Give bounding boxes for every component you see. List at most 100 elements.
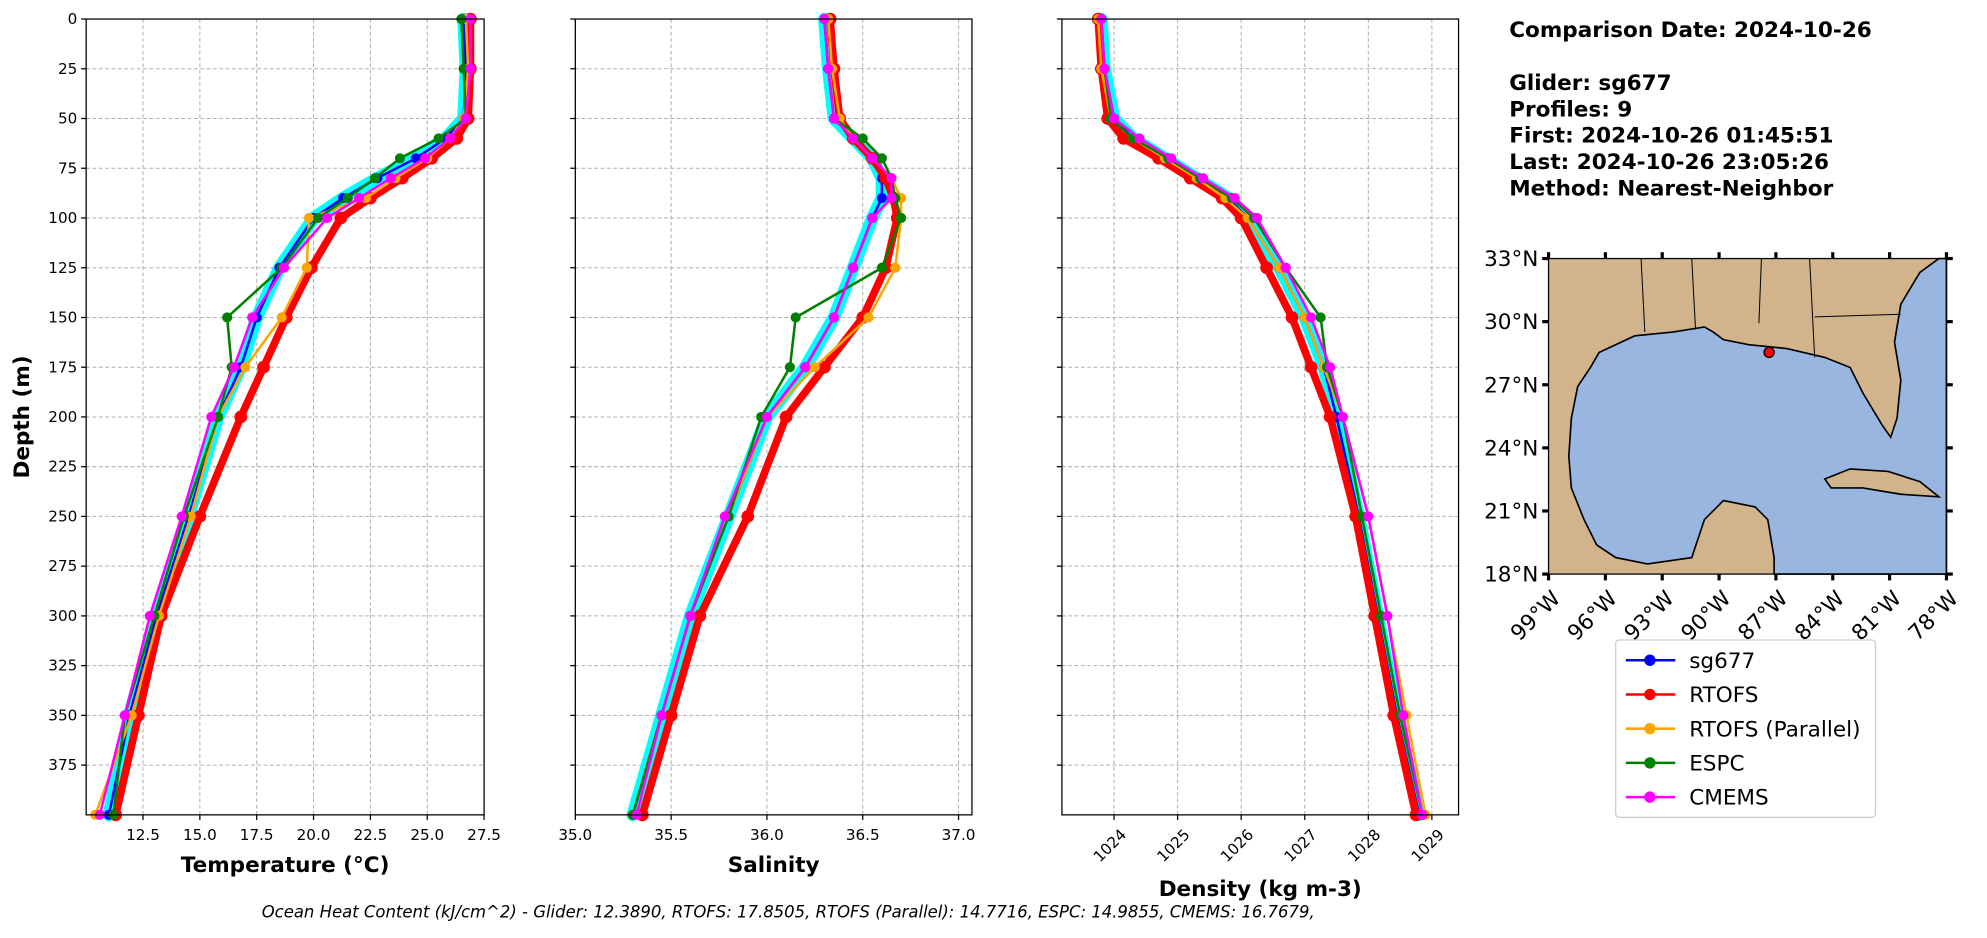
profile-line [112,19,475,816]
profile-point [876,153,887,164]
footnote: Ocean Heat Content (kJ/cm^2) - Glider: 1… [262,902,1315,921]
x-axis-label: Density (kg m-3) [1159,877,1362,902]
profile-point [419,153,431,164]
profile-point [809,362,820,373]
profile-point [1325,362,1336,373]
profile-point [228,362,240,373]
map-cuba [1823,468,1942,498]
x-tick-label: 17.5 [240,826,274,844]
profile-point [240,362,251,373]
x-tick-label: 35.5 [654,826,688,844]
y-axis-label: Depth (m) [10,355,35,478]
map-borders [1640,258,1901,358]
profile-point [890,262,901,273]
profile-point [784,362,795,373]
info-line: First: 2024-10-26 01:45:51 [1509,124,1833,149]
profile-point [1108,113,1120,124]
profile-point [1323,410,1337,424]
profile-point [206,411,217,423]
profile-point [176,511,187,522]
profile-point [685,610,696,621]
profile-point [857,133,868,144]
y-tick-label: 350 [48,706,77,724]
info-line: Last: 2024-10-26 23:05:26 [1509,150,1829,175]
profile-point [247,312,258,323]
axes-frame [574,18,973,816]
legend-label: CMEMS [1689,786,1768,811]
profile-point [460,113,471,124]
profile-point [1229,193,1240,204]
profile-point [193,510,207,523]
profile-point [1363,511,1374,522]
profile-point [257,360,270,374]
x-tick-label: 25.0 [410,826,444,844]
profile-point [385,173,396,184]
x-tick-label: 36.0 [750,826,784,844]
x-tick-label: 37.0 [942,826,976,844]
profile-point [800,362,811,373]
y-tick-label: 150 [48,309,77,327]
profile-point [276,312,287,323]
y-tick-label: 200 [48,408,77,426]
profile-point [876,193,887,204]
profile-point [828,312,840,323]
map-y-tick-label: 21°N [1484,500,1538,525]
profile-point [1398,710,1409,721]
map-y-tick-label: 33°N [1484,247,1538,272]
profile-line [1094,18,1420,816]
map-y-tick-label: 30°N [1484,310,1538,335]
profile-line [635,18,893,816]
profile-point [1337,411,1348,423]
profile-point [1252,212,1263,224]
profile-point [886,193,897,204]
profile-point [895,212,907,224]
profile-point [876,262,887,273]
profile-point [761,411,772,423]
y-tick-label: 175 [48,358,77,376]
profile-point [334,211,348,225]
profile-point [369,173,381,184]
profile-line [1100,18,1424,816]
profile-line [631,18,903,816]
profile-point [1315,312,1326,323]
profile-point [119,710,130,721]
profile-point [1306,312,1317,323]
profile-point [342,193,353,204]
profile-panel: 0 25 50 75 100 125 150 175 200 225 250 275 300 325 350… [10,10,501,878]
x-axis-label: Temperature (°C) [181,853,390,878]
profile-point [1280,262,1291,273]
profile-point [1382,610,1393,621]
y-tick-label: 100 [48,209,77,227]
legend-label: RTOFS [1689,683,1758,708]
profile-point [1197,173,1209,184]
profile-point [144,610,155,621]
axes-frame [1061,18,1460,816]
profile-point [848,262,859,273]
profile-point [1304,360,1318,374]
legend-marker [1644,791,1656,803]
y-tick-label: 25 [58,60,77,78]
profile-point [234,410,248,424]
legend-marker [1644,654,1656,666]
profile-point [465,63,476,74]
x-tick-label: 20.0 [297,826,331,844]
info-line: Glider: sg677 [1509,71,1671,96]
profile-point [1285,311,1299,324]
profile-point [867,212,878,224]
profile-line [98,19,472,816]
legend-label: RTOFS (Parallel) [1689,717,1860,742]
profile-point [1260,261,1273,275]
profile-point [719,511,730,522]
profile-point [664,709,678,722]
profile-point [790,312,801,323]
profile-point [828,113,840,124]
profile-point [848,133,859,144]
legend-label: ESPC [1689,751,1744,776]
y-tick-label: 300 [48,607,77,625]
info-panel: Comparison Date: 2024-10-26 Glider: sg677… [1509,18,1872,202]
x-tick-label: 36.5 [846,826,880,844]
profile-point [444,133,456,144]
x-tick-label: 22.5 [353,826,387,844]
profile-point [867,153,878,164]
